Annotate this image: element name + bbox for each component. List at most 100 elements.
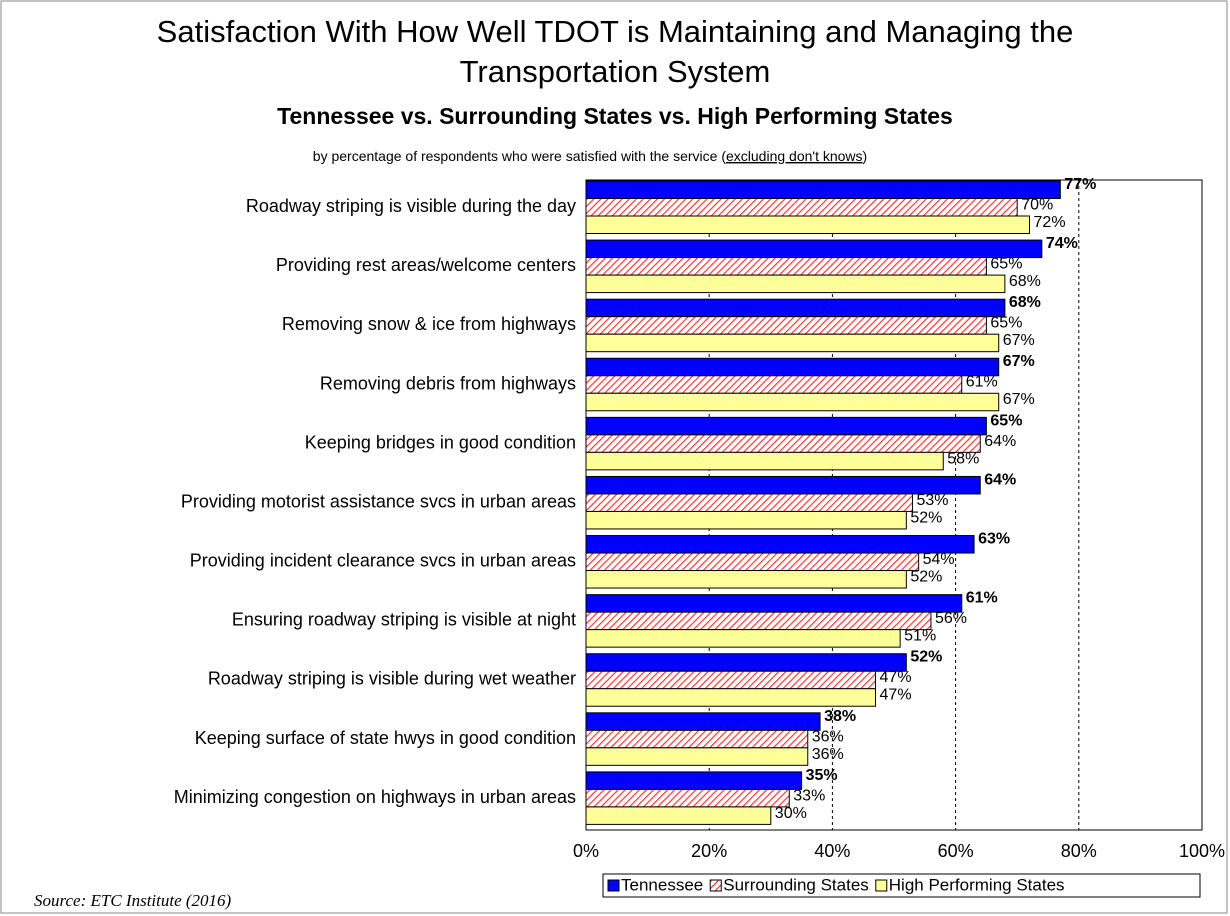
bar (585, 552, 920, 572)
data-label: 54% (923, 551, 955, 568)
data-label: 61% (966, 374, 998, 391)
legend-swatch (875, 879, 888, 892)
data-label: 68% (1009, 294, 1041, 311)
bar (585, 788, 790, 808)
bar (585, 670, 877, 690)
y-tick-label: Roadway striping is visible during wet w… (208, 669, 576, 689)
bar (585, 493, 913, 512)
note: by percentage of respondents who were sa… (313, 148, 867, 164)
bar (585, 375, 963, 394)
data-label: 61% (966, 590, 998, 607)
y-tick-label: Providing incident clearance svcs in urb… (190, 551, 576, 571)
data-label: 64% (984, 433, 1016, 450)
bar (585, 434, 981, 453)
data-label: 56% (935, 610, 967, 627)
bar (585, 570, 907, 589)
data-label: 70% (1021, 196, 1053, 213)
chart-title: Transportation System (460, 54, 771, 89)
bar (585, 771, 803, 790)
bar (585, 215, 1031, 234)
legend: Tennessee Surrounding States High Performi… (602, 873, 1201, 898)
legend-swatch (607, 879, 620, 892)
bar (585, 747, 809, 766)
source: Source: ETC Institute (2016) (34, 891, 232, 910)
data-label: 65% (990, 412, 1022, 429)
data-label: 68% (1009, 273, 1041, 290)
bar (585, 510, 907, 530)
bar (585, 806, 772, 825)
data-label: 67% (1003, 353, 1035, 370)
data-label: 52% (910, 649, 942, 666)
data-label: 65% (990, 315, 1022, 332)
data-label: 77% (1064, 176, 1096, 193)
data-label: 47% (880, 687, 912, 704)
data-label: 74% (1046, 235, 1078, 252)
data-label: 72% (1034, 214, 1066, 231)
x-tick-label: 100% (1179, 841, 1225, 861)
bar (585, 653, 907, 672)
bar (585, 198, 1018, 217)
data-label: 33% (793, 787, 825, 804)
y-tick-label: Keeping surface of state hwys in good co… (195, 728, 576, 748)
bar (585, 611, 932, 631)
bar (585, 298, 1006, 318)
data-label: 53% (916, 492, 948, 509)
bar (585, 416, 987, 436)
bar (585, 392, 1000, 412)
bar (585, 257, 987, 276)
y-tick-label: Minimizing congestion on highways in urb… (174, 787, 576, 807)
bar (585, 451, 944, 471)
legend-label: Surrounding States (723, 875, 869, 894)
data-label: 30% (775, 805, 807, 822)
bar (585, 333, 1000, 353)
x-tick-label: 60% (938, 841, 974, 861)
note-text: ) (863, 148, 868, 164)
bar (585, 239, 1043, 259)
bar (585, 629, 901, 648)
bar (585, 274, 1006, 294)
y-tick-label: Removing debris from highways (320, 373, 576, 393)
bar (585, 712, 821, 731)
legend-swatch (709, 879, 722, 892)
y-tick-label: Roadway striping is visible during the d… (246, 196, 576, 216)
bar (585, 594, 963, 613)
bar (585, 316, 987, 335)
data-label: 52% (910, 569, 942, 586)
legend-label: Tennessee (621, 875, 703, 894)
bar (585, 729, 809, 749)
data-label: 36% (812, 728, 844, 745)
data-label: 47% (880, 669, 912, 686)
x-tick-label: 20% (691, 841, 727, 861)
x-tick-label: 80% (1061, 841, 1097, 861)
note-underlined: excluding don't knows (726, 148, 863, 164)
data-label: 67% (1003, 391, 1035, 408)
data-label: 52% (910, 509, 942, 526)
y-tick-label: Providing rest areas/welcome centers (276, 255, 576, 275)
data-label: 67% (1003, 332, 1035, 349)
y-tick-label: Removing snow & ice from highways (282, 314, 576, 334)
data-label: 35% (806, 767, 838, 784)
data-label: 38% (824, 708, 856, 725)
bar (585, 688, 877, 707)
note-text: by percentage of respondents who were sa… (313, 148, 727, 164)
bar (585, 180, 1061, 199)
y-tick-label: Providing motorist assistance svcs in ur… (181, 491, 576, 511)
x-tick-label: 0% (573, 841, 599, 861)
chart-subtitle: Tennessee vs. Surrounding States vs. Hig… (277, 103, 953, 129)
y-tick-label: Keeping bridges in good condition (305, 432, 576, 452)
bar (585, 357, 1000, 377)
chart-title: Satisfaction With How Well TDOT is Maint… (157, 14, 1074, 49)
y-tick-label: Ensuring roadway striping is visible at … (232, 610, 576, 630)
data-label: 64% (984, 471, 1016, 488)
data-label: 63% (978, 531, 1010, 548)
data-label: 58% (947, 450, 979, 467)
data-label: 65% (990, 256, 1022, 273)
x-tick-label: 40% (814, 841, 850, 861)
legend-label: High Performing States (889, 875, 1065, 894)
legend-box (602, 873, 1201, 898)
data-label: 51% (904, 628, 936, 645)
bar (585, 535, 975, 554)
data-label: 36% (812, 746, 844, 763)
